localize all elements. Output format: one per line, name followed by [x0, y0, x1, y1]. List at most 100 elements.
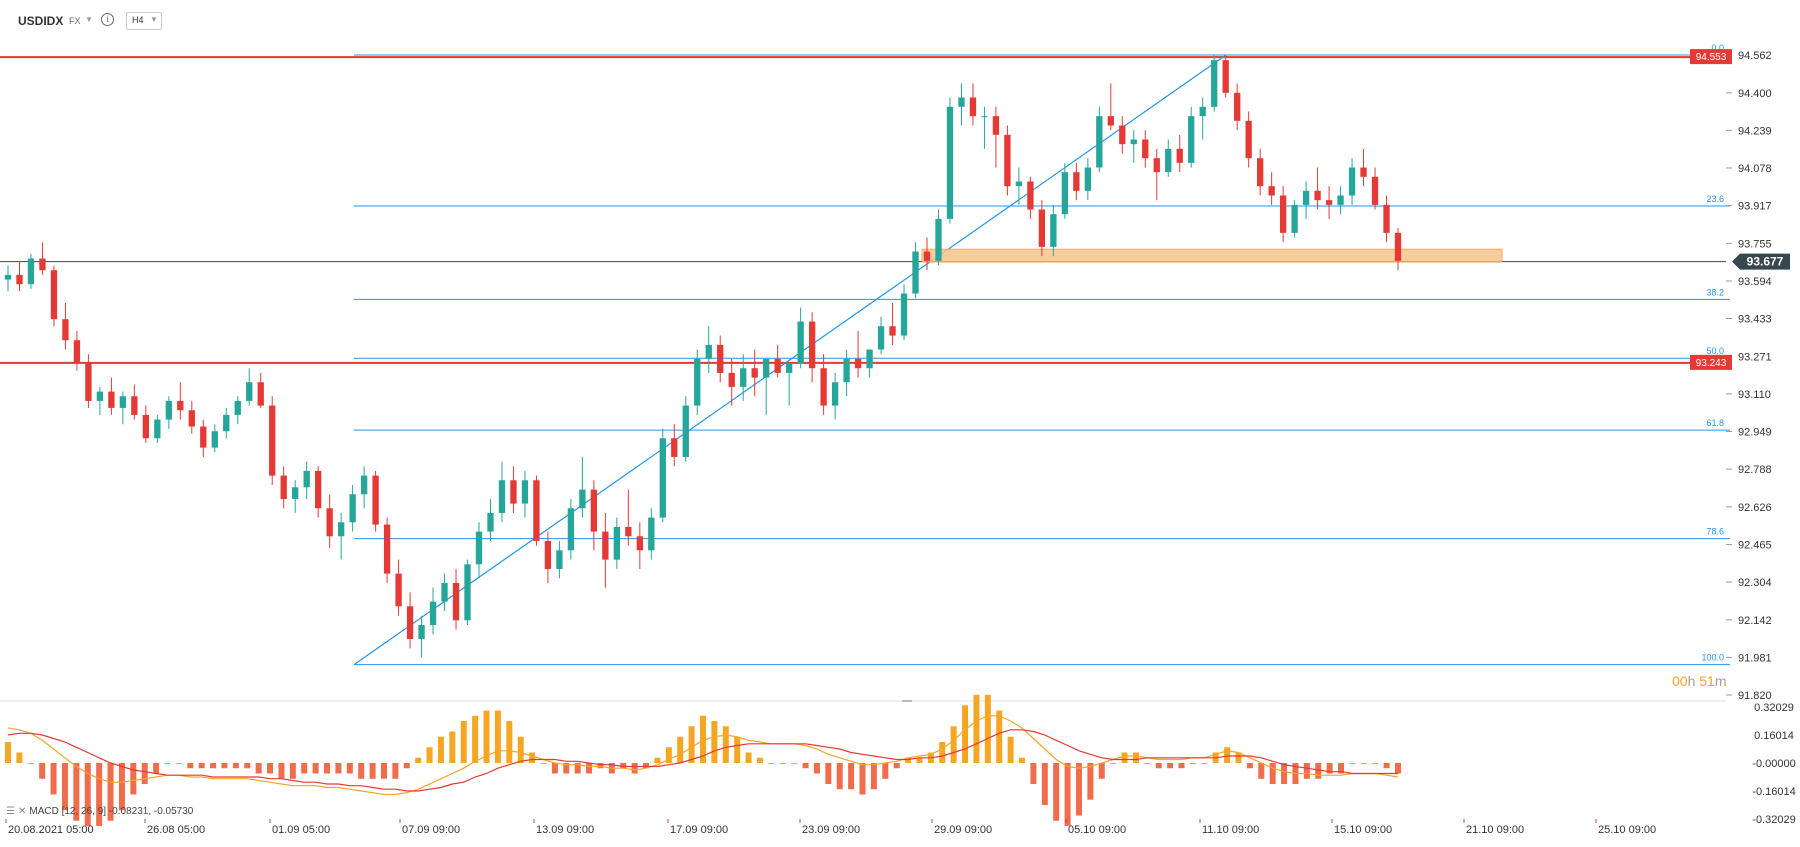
- candle-body: [165, 400, 172, 420]
- candle-body: [234, 400, 241, 415]
- symbol-label[interactable]: USDIDX: [18, 14, 64, 28]
- candle-body: [418, 624, 425, 639]
- level-price-badge-text: 94.553: [1696, 52, 1727, 63]
- macd-histogram-bar: [175, 763, 182, 764]
- macd-histogram-bar: [643, 763, 650, 769]
- price-tick-label: 92.142: [1738, 615, 1772, 627]
- macd-legend: ☰ ✕ MACD [12, 26, 9] -0.08231, -0.05730: [6, 806, 193, 817]
- candle-body: [1371, 176, 1379, 205]
- time-tick-label: 20.08.2021 05:00: [8, 824, 94, 836]
- candle-body: [1073, 172, 1080, 191]
- macd-histogram-bar: [392, 763, 399, 779]
- macd-histogram-bar: [73, 763, 80, 821]
- timeframe-label: H4: [132, 15, 144, 25]
- candle-body: [16, 274, 23, 285]
- macd-histogram-bar: [700, 715, 706, 763]
- candle-body: [808, 321, 816, 369]
- candle-body: [1325, 200, 1333, 205]
- macd-histogram-bar: [574, 763, 581, 774]
- macd-histogram-bar: [688, 726, 695, 763]
- macd-histogram-bar: [118, 763, 125, 811]
- info-icon[interactable]: i: [101, 13, 114, 26]
- candle-body: [223, 414, 230, 432]
- candle-body: [1360, 167, 1367, 177]
- candle-body: [406, 606, 414, 639]
- close-icon[interactable]: ✕: [17, 806, 27, 817]
- support-zone: [921, 248, 1503, 263]
- macd-tick-label: -0.32029: [1752, 814, 1795, 826]
- time-tick-label: 23.09 09:00: [802, 824, 860, 836]
- candle-body: [269, 405, 276, 476]
- candle-body: [969, 97, 977, 117]
- candle-body: [1165, 148, 1172, 173]
- candle-body: [1107, 116, 1114, 126]
- candle-body: [774, 358, 781, 373]
- candle-body: [831, 382, 839, 406]
- candle-body: [533, 480, 540, 541]
- candle-body: [200, 426, 207, 448]
- candle-body: [544, 540, 552, 569]
- time-tick-label: 01.09 05:00: [272, 824, 330, 836]
- macd-histogram-bar: [289, 763, 296, 779]
- macd-histogram-bar: [1383, 763, 1390, 769]
- macd-histogram-bar: [529, 752, 536, 763]
- macd-histogram-bar: [984, 694, 991, 763]
- time-tick-label: 05.10 09:00: [1068, 824, 1126, 836]
- candle-body: [211, 431, 218, 448]
- macd-histogram-bar: [107, 763, 114, 821]
- macd-histogram-bar: [460, 721, 467, 763]
- macd-histogram-bar: [1075, 763, 1082, 816]
- candle-body: [383, 524, 391, 574]
- candle-body: [1337, 195, 1344, 205]
- candle-body: [246, 382, 253, 401]
- candle-body: [877, 326, 885, 350]
- macd-histogram-bar: [1235, 752, 1242, 763]
- time-tick-label: 11.10 09:00: [1202, 824, 1259, 836]
- macd-histogram-bar: [472, 715, 479, 763]
- timeframe-select[interactable]: H4 ▼: [126, 12, 162, 30]
- price-tick-label: 92.304: [1738, 577, 1772, 589]
- candle-body: [441, 582, 448, 602]
- price-tick-label: 93.755: [1738, 238, 1772, 250]
- macd-histogram-bar: [244, 763, 251, 769]
- candle-body: [935, 218, 942, 261]
- market-label[interactable]: FX: [69, 16, 81, 26]
- settings-icon[interactable]: ☰: [6, 806, 15, 817]
- macd-histogram-bar: [677, 736, 684, 763]
- candle-body: [1015, 181, 1023, 187]
- candle-body: [85, 363, 92, 401]
- candle-body: [395, 573, 402, 607]
- macd-tick-label: -0.00000: [1752, 758, 1795, 770]
- macd-histogram-bar: [278, 763, 285, 779]
- macd-histogram-bar: [403, 763, 410, 769]
- macd-histogram-bar: [1030, 763, 1037, 784]
- time-tick-label: 07.09 09:00: [402, 824, 460, 836]
- candle-body: [1142, 139, 1149, 159]
- macd-histogram-bar: [346, 763, 353, 774]
- candle-body: [659, 438, 666, 518]
- macd-histogram-bar: [1167, 763, 1174, 769]
- macd-histogram-bar: [654, 757, 661, 763]
- macd-histogram-bar: [1303, 763, 1310, 779]
- candle-body: [349, 494, 356, 523]
- candle-body: [1268, 186, 1275, 196]
- candle-body: [142, 414, 150, 439]
- candle-body: [452, 582, 460, 621]
- macd-histogram-bar: [1326, 763, 1333, 774]
- candle-body: [326, 508, 333, 537]
- macd-histogram-bar: [312, 763, 319, 774]
- price-tick-label: 93.594: [1738, 276, 1772, 288]
- candle-body: [1061, 172, 1069, 215]
- candle-body: [1394, 232, 1402, 261]
- macd-histogram-bar: [1110, 763, 1117, 764]
- candle-body: [671, 438, 678, 457]
- candle-body: [1222, 60, 1229, 93]
- macd-histogram-bar: [1281, 763, 1288, 784]
- macd-histogram-bar: [426, 747, 433, 763]
- candle-body: [73, 340, 81, 364]
- chevron-down-icon[interactable]: ▼: [85, 15, 93, 24]
- candle-body: [1302, 190, 1310, 205]
- candle-body: [1348, 167, 1356, 196]
- candle-body: [602, 531, 609, 560]
